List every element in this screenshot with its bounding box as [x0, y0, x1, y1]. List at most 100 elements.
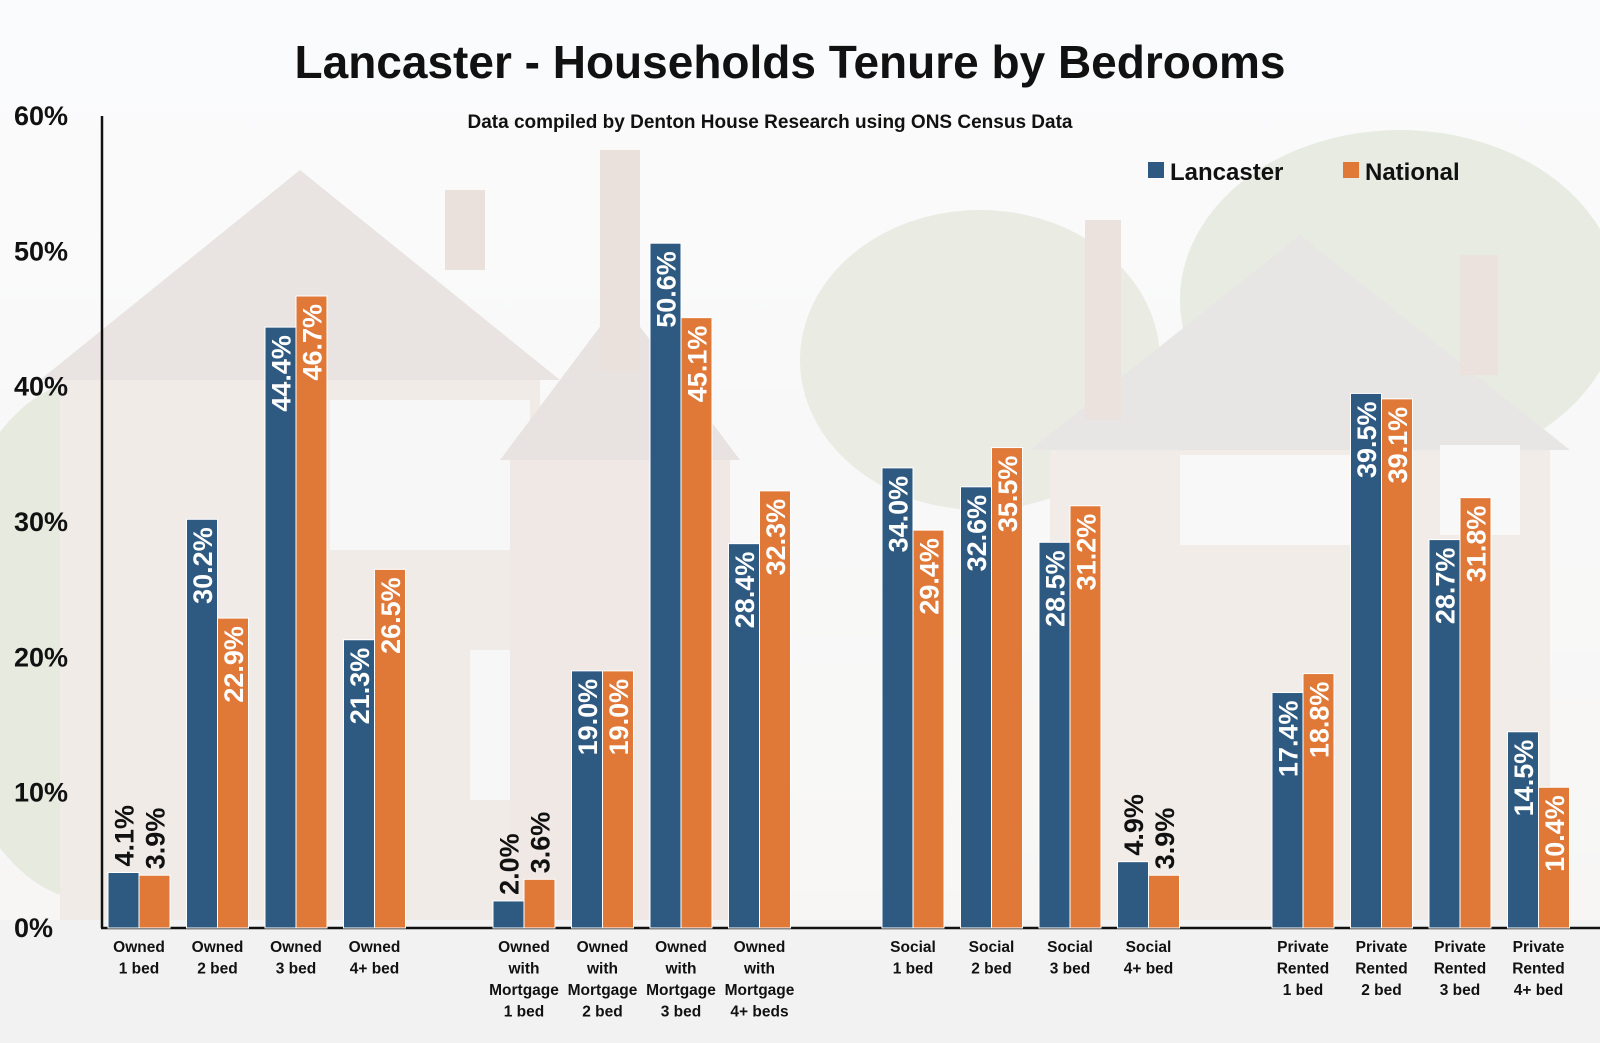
value-label-national: 3.6%	[526, 812, 556, 874]
category-label: Owned 3 bed	[270, 939, 322, 978]
category-label: Private Rented 4+ bed	[1512, 939, 1565, 999]
category-label: Private Rented 1 bed	[1277, 939, 1330, 999]
value-label-national: 46.7%	[298, 304, 328, 381]
value-label-lancaster: 28.7%	[1431, 548, 1461, 625]
value-labels: 4.1% 3.9%30.2%22.9%44.4% 46.7%21.3%26.5%2.…	[110, 251, 1571, 895]
value-label-national: 18.8%	[1305, 682, 1335, 759]
bar-lancaster	[1350, 392, 1382, 929]
value-label-national: 31.2%	[1072, 514, 1102, 591]
bar-national	[523, 878, 556, 929]
value-label-lancaster: 19.0%	[573, 679, 603, 756]
bar-national	[991, 447, 1023, 929]
category-label: Owned with Mortgage 1 bed	[489, 939, 559, 1021]
value-label-lancaster: 34.0%	[884, 476, 914, 553]
category-label: Private Rented 3 bed	[1434, 939, 1487, 999]
value-label-national: 26.5%	[376, 577, 406, 654]
value-label-lancaster: 14.5%	[1509, 740, 1539, 817]
bar-national	[912, 529, 945, 929]
category-label: Private Rented 2 bed	[1355, 939, 1408, 999]
value-label-lancaster: 39.5%	[1352, 401, 1382, 478]
legend-swatch-national	[1343, 162, 1359, 178]
value-label-lancaster: 21.3%	[345, 648, 375, 725]
bar-lancaster	[107, 872, 140, 929]
value-label-national: 10.4%	[1540, 795, 1570, 872]
y-tick-label: 10%	[14, 778, 68, 808]
legend-label-national: National	[1365, 159, 1460, 186]
category-label: Owned with Mortgage 3 bed	[646, 939, 716, 1021]
category-label: Owned with Mortgage 2 bed	[568, 939, 638, 1021]
bar-lancaster	[960, 486, 992, 929]
bar-lancaster	[728, 543, 760, 929]
bar-national	[1381, 398, 1413, 929]
value-label-national: 29.4%	[915, 538, 945, 615]
bar-national	[374, 568, 406, 929]
bar-national	[759, 490, 791, 929]
y-tick-label: 60%	[14, 101, 68, 131]
bar-lancaster	[649, 242, 682, 929]
bar-national	[680, 317, 713, 929]
legend-item-lancaster: Lancaster	[1148, 159, 1283, 186]
bar-lancaster	[264, 326, 297, 929]
category-label: Owned with Mortgage 4+ beds	[725, 939, 795, 1021]
y-tick-label: 20%	[14, 642, 68, 672]
bars	[107, 242, 1570, 929]
category-label: Owned 1 bed	[113, 939, 165, 978]
bar-national	[1459, 497, 1492, 929]
value-label-lancaster: 4.9%	[1119, 794, 1149, 856]
category-labels: Owned 1 bed Owned 2 bed Owned 3 bed Owned 4+ be…	[113, 939, 1565, 1021]
bar-lancaster	[1271, 692, 1304, 929]
y-tick-label: 30%	[14, 507, 68, 537]
legend-item-national: National	[1343, 159, 1460, 186]
value-label-lancaster: 2.0%	[495, 833, 525, 895]
category-label: Owned 4+ bed	[349, 939, 401, 978]
value-label-lancaster: 44.4%	[267, 335, 297, 412]
value-label-national: 22.9%	[219, 626, 249, 703]
y-tick-label: 40%	[14, 372, 68, 402]
value-label-national: 32.3%	[761, 499, 791, 576]
bar-lancaster	[571, 670, 603, 929]
y-tick-label: 50%	[14, 236, 68, 266]
value-label-lancaster: 17.4%	[1274, 701, 1304, 778]
bar-national	[602, 670, 634, 929]
category-label: Owned 2 bed	[192, 939, 244, 978]
bar-national	[295, 295, 328, 929]
value-label-national: 45.1%	[683, 326, 713, 403]
bar-lancaster	[1117, 861, 1149, 929]
bar-lancaster	[343, 639, 375, 929]
bar-lancaster	[1428, 539, 1461, 929]
bar-national	[1538, 786, 1570, 929]
value-label-national: 3.9%	[1150, 808, 1180, 870]
value-label-lancaster: 32.6%	[962, 495, 992, 572]
bar-national	[1148, 874, 1180, 929]
bar-national	[138, 874, 171, 929]
category-label: Social 2 bed	[969, 939, 1015, 978]
bar-lancaster	[1507, 731, 1539, 929]
bar-national	[217, 617, 249, 929]
legend-label-lancaster: Lancaster	[1170, 159, 1283, 186]
category-label: Social 1 bed	[890, 939, 936, 978]
value-label-national: 35.5%	[993, 456, 1023, 533]
chart-subtitle: Data compiled by Denton House Research u…	[468, 112, 1073, 133]
category-label: Social 3 bed	[1047, 939, 1093, 978]
bar-lancaster	[1038, 541, 1071, 929]
bar-lancaster	[492, 900, 525, 929]
value-label-lancaster: 4.1%	[110, 805, 140, 867]
value-label-lancaster: 28.4%	[730, 552, 760, 629]
category-label: Social 4+ bed	[1124, 939, 1174, 978]
value-label-lancaster: 28.5%	[1041, 550, 1071, 627]
value-label-national: 31.8%	[1462, 506, 1492, 583]
bar-national	[1302, 673, 1335, 929]
chart-title: Lancaster - Households Tenure by Bedroom…	[295, 36, 1286, 88]
bar-national	[1069, 505, 1102, 929]
y-tick-labels: 0% 10% 20% 30% 40% 50% 60%	[14, 101, 68, 943]
value-label-lancaster: 50.6%	[652, 251, 682, 328]
y-tick-label: 0%	[14, 913, 53, 943]
bar-lancaster	[881, 467, 914, 929]
legend-swatch-lancaster	[1148, 162, 1164, 178]
value-label-national: 39.1%	[1383, 407, 1413, 484]
legend: Lancaster National	[1148, 159, 1460, 186]
value-label-lancaster: 30.2%	[188, 527, 218, 604]
value-label-national: 3.9%	[141, 808, 171, 870]
